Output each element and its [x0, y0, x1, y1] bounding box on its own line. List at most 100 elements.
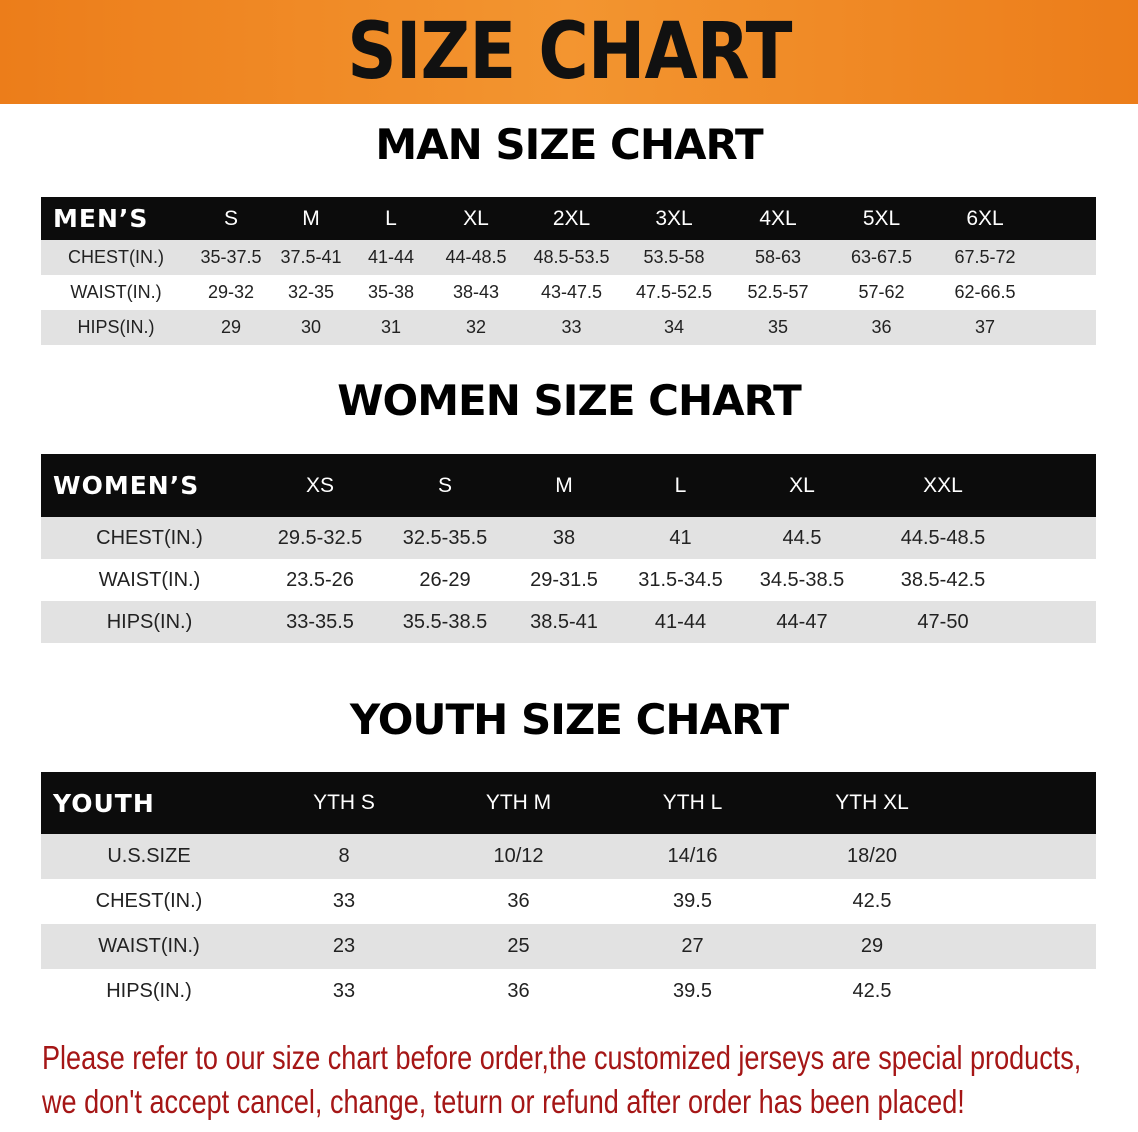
table-cell: 35-38	[367, 282, 415, 302]
table-cell: 57-62	[858, 282, 905, 302]
table-cell: 18/20	[846, 845, 898, 867]
table-cell: 39.5	[673, 980, 712, 1002]
table-cell: 29.5-32.5	[277, 526, 363, 549]
size-header: M	[302, 206, 320, 230]
row-label: U.S.SIZE	[107, 845, 191, 867]
size-header: XL	[789, 473, 815, 497]
title-banner: SIZE CHART	[0, 0, 1138, 104]
table-cell: 23	[332, 935, 356, 957]
women-section-title: WOMEN SIZE CHART	[337, 376, 802, 425]
header-row: MEN’S S M L XL 2XL 3XL 4XL 5XL 6XL	[41, 197, 1096, 240]
table-row: WAIST(IN.) 23 25 27 29	[41, 924, 1096, 969]
table-cell: 42.5	[852, 890, 892, 912]
table-cell: 34.5-38.5	[759, 568, 845, 591]
table-cell: 26-29	[419, 568, 471, 591]
row-label: HIPS(IN.)	[106, 610, 193, 633]
row-label: HIPS(IN.)	[106, 980, 192, 1002]
table-cell: 36	[871, 317, 892, 337]
table-row: WAIST(IN.) 29-32 32-35 35-38 38-43 43-47.5 47.…	[41, 275, 1096, 310]
table-cell: 10/12	[493, 845, 544, 867]
table-cell: 41	[669, 526, 692, 549]
header-row: YOUTH YTH S YTH M YTH L YTH XL	[41, 772, 1096, 834]
table-cell: 33	[561, 317, 582, 337]
youth-size-table: YOUTH YTH S YTH M YTH L YTH XL U.S.SIZE 8 10/12…	[41, 772, 1096, 1014]
table-cell: 23.5-26	[286, 568, 354, 591]
size-header: S	[223, 206, 238, 230]
table-row: CHEST(IN.) 33 36 39.5 42.5	[41, 879, 1096, 924]
table-cell: 41-44	[367, 247, 415, 267]
table-cell: 36	[507, 980, 530, 1002]
size-header: 6XL	[966, 206, 1004, 230]
row-label: MEN’S	[53, 204, 149, 233]
banner-title: SIZE CHART	[346, 7, 792, 97]
table-cell: 44-48.5	[445, 247, 507, 267]
row-label: CHEST(IN.)	[96, 526, 203, 549]
table-cell: 47.5-52.5	[635, 282, 713, 302]
size-header: 5XL	[862, 206, 901, 230]
table-cell: 67.5-72	[954, 247, 1016, 267]
table-cell: 29	[860, 935, 884, 957]
table-cell: 32	[465, 317, 487, 337]
table-cell: 34	[663, 317, 685, 337]
table-cell: 29	[220, 317, 242, 337]
table-cell: 27	[681, 935, 704, 957]
order-notice: Please refer to our size chart before or…	[42, 1036, 1082, 1124]
table-cell: 31	[380, 317, 402, 337]
row-label: CHEST(IN.)	[68, 247, 164, 267]
youth-section-title: YOUTH SIZE CHART	[349, 695, 789, 744]
table-cell: 41-44	[654, 610, 707, 633]
table-cell: 37.5-41	[280, 247, 342, 267]
size-header: XS	[305, 473, 334, 497]
size-header: YTH XL	[835, 791, 909, 814]
table-cell: 62-66.5	[954, 282, 1016, 302]
table-row: U.S.SIZE 8 10/12 14/16 18/20	[41, 834, 1096, 879]
table-cell: 35.5-38.5	[402, 610, 488, 633]
table-row: CHEST(IN.) 35-37.5 37.5-41 41-44 44-48.5 48.5…	[41, 240, 1096, 275]
table-cell: 8	[338, 845, 350, 867]
table-cell: 29-31.5	[530, 568, 598, 591]
table-row: CHEST(IN.) 29.5-32.5 32.5-35.5 38 41 44.5 44.5…	[41, 517, 1096, 559]
size-header: XL	[463, 206, 489, 230]
row-label: YOUTH	[53, 788, 155, 818]
size-header: YTH L	[662, 791, 723, 814]
size-header: L	[674, 473, 687, 497]
table-cell: 14/16	[667, 845, 718, 867]
table-cell: 53.5-58	[643, 247, 705, 267]
table-row: HIPS(IN.) 33-35.5 35.5-38.5 38.5-41 41-44 44-…	[41, 601, 1096, 643]
table-row: HIPS(IN.) 33 36 39.5 42.5	[41, 969, 1096, 1014]
size-header: 4XL	[759, 206, 797, 230]
men-size-table: MEN’S S M L XL 2XL 3XL 4XL 5XL 6XL CHEST(IN.) 35-37…	[41, 197, 1096, 345]
row-label: WAIST(IN.)	[98, 935, 200, 957]
table-cell: 33	[332, 980, 356, 1002]
notice-line: Please refer to our size chart before or…	[42, 1039, 1082, 1076]
table-cell: 35-37.5	[200, 247, 262, 267]
table-cell: 58-63	[754, 247, 802, 267]
size-header: XXL	[923, 473, 963, 497]
table-cell: 63-67.5	[850, 247, 913, 267]
table-cell: 37	[974, 317, 996, 337]
table-cell: 33-35.5	[286, 610, 354, 633]
table-row: WAIST(IN.) 23.5-26 26-29 29-31.5 31.5-34.5 34…	[41, 559, 1096, 601]
row-label: WAIST(IN.)	[98, 568, 201, 591]
header-row: WOMEN’S XS S M L XL XXL	[41, 454, 1096, 517]
women-size-table: WOMEN’S XS S M L XL XXL CHEST(IN.) 29.5-32.5 32.5…	[41, 454, 1096, 643]
size-header: M	[555, 473, 573, 497]
row-label: WAIST(IN.)	[70, 282, 162, 302]
table-cell: 30	[300, 317, 322, 337]
table-cell: 38-43	[452, 282, 500, 302]
size-header: S	[437, 473, 452, 497]
table-cell: 52.5-57	[747, 282, 809, 302]
row-label: CHEST(IN.)	[95, 890, 203, 912]
table-cell: 47-50	[917, 610, 969, 633]
size-header: 3XL	[655, 206, 693, 230]
table-cell: 38.5-42.5	[900, 568, 986, 591]
table-cell: 32.5-35.5	[402, 526, 488, 549]
size-header: YTH M	[485, 791, 552, 814]
table-cell: 44-47	[776, 610, 828, 633]
table-cell: 48.5-53.5	[533, 247, 610, 267]
table-cell: 42.5	[852, 980, 892, 1002]
table-cell: 32-35	[287, 282, 335, 302]
table-cell: 38	[552, 526, 576, 549]
table-row: HIPS(IN.) 29 30 31 32 33 34 35 36 37	[41, 310, 1096, 345]
size-header: 2XL	[552, 206, 591, 230]
